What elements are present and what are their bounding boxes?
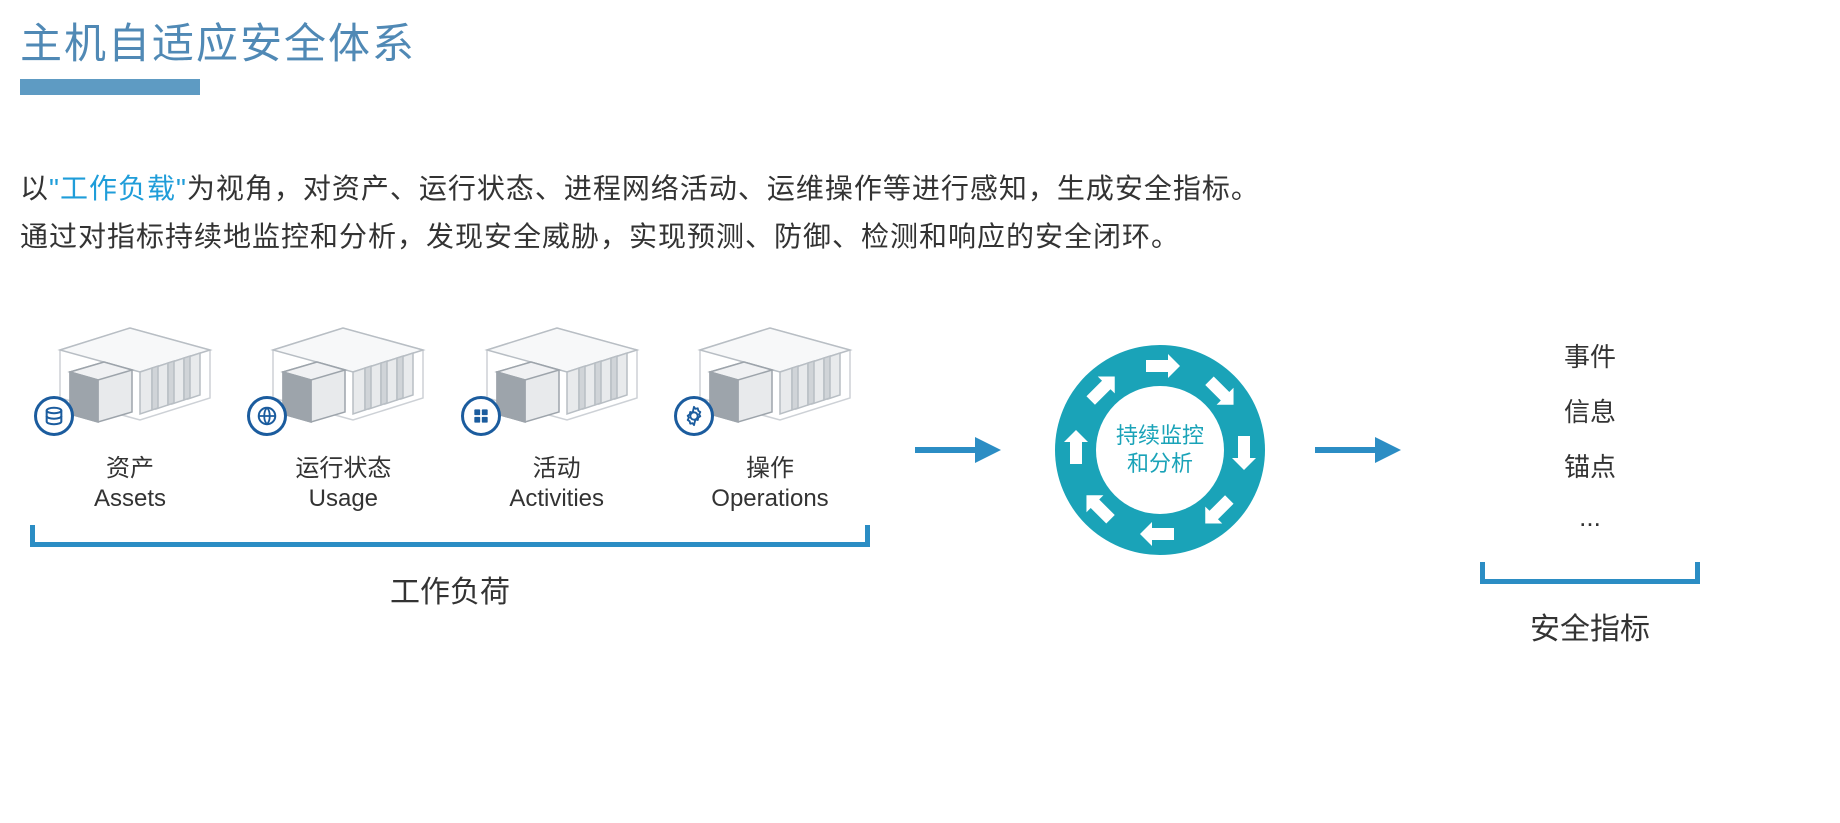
page-title: 主机自适应安全体系 xyxy=(20,10,1820,71)
server-graphic xyxy=(680,320,860,430)
subtitle-prefix: 以 xyxy=(20,173,49,204)
workloads-group-label: 工作负荷 xyxy=(20,567,880,611)
workload-label-en: Activities xyxy=(509,485,604,513)
database-icon xyxy=(34,396,74,436)
arrow-to-cycle xyxy=(900,320,1020,580)
arrow-right-icon xyxy=(1315,443,1405,457)
server-graphic xyxy=(40,320,220,430)
globe-icon xyxy=(247,396,287,436)
workload-item-activities: 活动 Activities xyxy=(457,320,657,513)
workload-item-assets: 资产 Assets xyxy=(30,320,230,513)
subtitle-highlight: "工作负载" xyxy=(49,173,187,204)
workload-item-operations: 操作 Operations xyxy=(670,320,870,513)
workload-label-cn: 操作 xyxy=(746,448,794,483)
workload-label-en: Usage xyxy=(309,485,378,513)
indicator-item: 锚点 xyxy=(1564,447,1616,484)
cycle-ring: 持续监控 和分析 xyxy=(1055,345,1265,555)
subtitle-line2: 通过对指标持续地监控和分析，发现安全威胁，实现预测、防御、检测和响应的安全闭环。 xyxy=(20,221,1180,252)
grid-icon xyxy=(461,396,501,436)
workload-row: 资产 Assets xyxy=(20,320,880,513)
workload-item-usage: 运行状态 Usage xyxy=(243,320,443,513)
diagram: 资产 Assets xyxy=(20,320,1820,648)
gear-icon xyxy=(674,396,714,436)
title-underline xyxy=(20,79,200,95)
server-graphic xyxy=(467,320,647,430)
arrow-right-icon xyxy=(915,443,1005,457)
indicator-item: 信息 xyxy=(1564,392,1616,429)
subtitle: 以"工作负载"为视角，对资产、运行状态、进程网络活动、运维操作等进行感知，生成安… xyxy=(20,165,1820,260)
workload-label-cn: 运行状态 xyxy=(295,448,391,483)
indicators-bracket xyxy=(1480,562,1700,584)
indicator-item: ... xyxy=(1579,502,1601,533)
workload-label-cn: 活动 xyxy=(533,448,581,483)
workloads-group: 资产 Assets xyxy=(20,320,880,611)
workload-label-en: Operations xyxy=(711,485,828,513)
workload-label-en: Assets xyxy=(94,485,166,513)
indicator-list: 事件 信息 锚点 ... xyxy=(1480,320,1700,550)
server-graphic xyxy=(253,320,433,430)
arrow-to-indicators xyxy=(1300,320,1420,580)
subtitle-line1-rest: 为视角，对资产、运行状态、进程网络活动、运维操作等进行感知，生成安全指标。 xyxy=(187,173,1260,204)
indicators-group: 事件 信息 锚点 ... 安全指标 xyxy=(1480,320,1700,648)
indicator-item: 事件 xyxy=(1564,337,1616,374)
cycle-column: 持续监控 和分析 xyxy=(1040,320,1280,580)
workloads-bracket xyxy=(30,525,870,547)
workload-label-cn: 资产 xyxy=(106,448,154,483)
indicators-group-label: 安全指标 xyxy=(1480,604,1700,648)
